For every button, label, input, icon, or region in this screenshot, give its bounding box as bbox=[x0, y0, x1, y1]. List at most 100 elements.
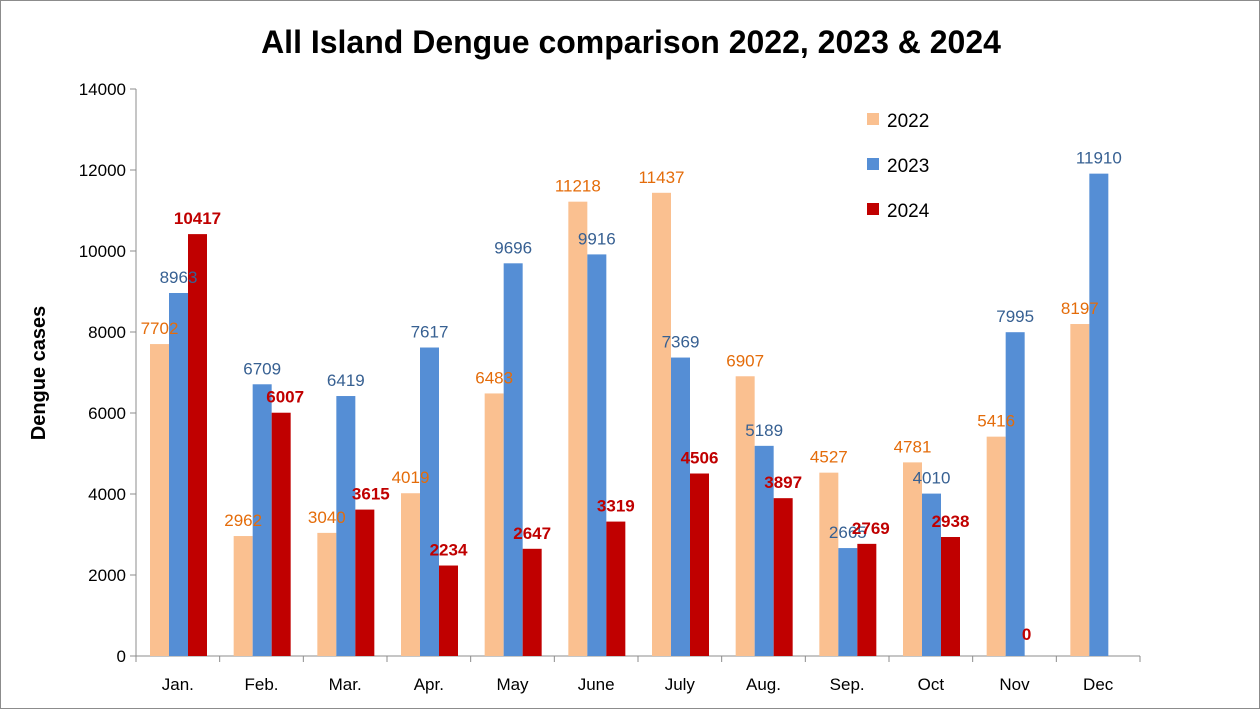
data-label-2022: 11437 bbox=[638, 168, 684, 187]
bar-2024-mar bbox=[355, 509, 375, 656]
data-label-2023: 6709 bbox=[243, 359, 281, 378]
data-label-2024: 2769 bbox=[852, 519, 890, 538]
x-tick-label: Jan. bbox=[162, 675, 194, 694]
x-tick-label: May bbox=[496, 675, 529, 694]
data-label-2023: 5189 bbox=[745, 421, 783, 440]
data-label-2022: 5416 bbox=[977, 412, 1015, 431]
bar-2022-feb bbox=[233, 536, 253, 656]
data-label-2024: 2234 bbox=[430, 541, 468, 560]
data-label-2022: 11218 bbox=[555, 177, 601, 196]
data-label-2024: 2647 bbox=[513, 524, 551, 543]
legend-label-2022: 2022 bbox=[887, 111, 929, 132]
x-tick-label: Feb. bbox=[244, 675, 278, 694]
data-label-2023: 6419 bbox=[327, 371, 365, 390]
y-tick-label: 6000 bbox=[88, 404, 126, 423]
data-label-2024: 3897 bbox=[764, 473, 802, 492]
data-label-2022: 4019 bbox=[392, 468, 430, 487]
x-tick-label: Mar. bbox=[329, 675, 362, 694]
data-label-2022: 4527 bbox=[810, 448, 848, 467]
bar-2024-aug bbox=[773, 498, 793, 656]
bar-2023-may bbox=[503, 263, 523, 656]
data-label-2022: 4781 bbox=[894, 437, 932, 456]
legend-swatch-2023 bbox=[867, 158, 879, 170]
x-tick-label: June bbox=[578, 675, 615, 694]
x-tick-label: Aug. bbox=[746, 675, 781, 694]
x-tick-label: Oct bbox=[918, 675, 945, 694]
legend-label-2023: 2023 bbox=[887, 156, 929, 177]
y-tick-label: 12000 bbox=[79, 161, 126, 180]
data-label-2022: 8197 bbox=[1061, 299, 1099, 318]
data-label-2023: 7369 bbox=[662, 333, 700, 352]
y-tick-label: 14000 bbox=[79, 80, 126, 99]
y-tick-label: 0 bbox=[117, 647, 126, 666]
bar-2022-oct bbox=[903, 462, 922, 656]
data-label-2022: 2962 bbox=[224, 511, 262, 530]
bar-2022-may bbox=[484, 393, 504, 656]
bar-2022-jan bbox=[150, 344, 169, 656]
y-tick-label: 2000 bbox=[88, 566, 126, 585]
x-tick-label: Apr. bbox=[414, 675, 444, 694]
bar-2023-feb bbox=[252, 384, 272, 656]
bar-2023-oct bbox=[922, 493, 941, 656]
bar-2023-july bbox=[671, 357, 690, 656]
bar-2024-jan bbox=[188, 234, 207, 656]
data-label-2024: 0 bbox=[1022, 625, 1031, 644]
data-label-2023: 2665 bbox=[829, 523, 867, 542]
bar-2022-aug bbox=[735, 376, 755, 656]
data-label-2023: 7995 bbox=[996, 307, 1034, 326]
bar-2024-june bbox=[606, 521, 626, 656]
data-label-2024: 3615 bbox=[352, 485, 390, 504]
data-label-2024: 3319 bbox=[597, 497, 635, 516]
bar-2023-jan bbox=[169, 292, 188, 656]
bar-2023-aug bbox=[754, 445, 774, 656]
bar-2022-sep bbox=[819, 472, 839, 656]
data-label-2023: 7617 bbox=[411, 323, 449, 342]
y-tick-label: 4000 bbox=[88, 485, 126, 504]
x-tick-label: Sep. bbox=[830, 675, 865, 694]
bar-2024-oct bbox=[941, 537, 960, 656]
data-label-2024: 2938 bbox=[932, 512, 970, 531]
data-label-2023: 8963 bbox=[160, 268, 198, 287]
y-tick-label: 10000 bbox=[79, 242, 126, 261]
chart-title: All Island Dengue comparison 2022, 2023 … bbox=[261, 24, 1001, 60]
x-tick-label: Dec bbox=[1083, 675, 1114, 694]
bar-2022-july bbox=[652, 192, 671, 656]
bar-2024-feb bbox=[271, 412, 291, 656]
legend-label-2024: 2024 bbox=[887, 201, 930, 222]
bar-2022-mar bbox=[317, 532, 337, 656]
data-label-2023: 4010 bbox=[913, 469, 951, 488]
bar-2024-may bbox=[522, 548, 542, 656]
bar-2023-june bbox=[587, 254, 607, 657]
bar-2023-nov bbox=[1005, 332, 1025, 656]
bar-2023-dec bbox=[1089, 173, 1109, 656]
bar-2023-apr bbox=[420, 347, 439, 656]
data-label-2022: 6907 bbox=[726, 351, 764, 370]
data-label-2023: 9696 bbox=[494, 238, 532, 257]
data-label-2022: 6483 bbox=[475, 368, 513, 387]
data-label-2024: 6007 bbox=[266, 388, 304, 407]
x-tick-label: July bbox=[665, 675, 696, 694]
bar-2022-nov bbox=[986, 436, 1006, 656]
bar-2024-july bbox=[690, 473, 709, 656]
bar-2024-sep bbox=[857, 543, 877, 656]
y-tick-label: 8000 bbox=[88, 323, 126, 342]
data-label-2022: 7702 bbox=[141, 319, 179, 338]
y-axis: 0 2000 4000 6000 8000 10000 12000 14000 bbox=[79, 80, 137, 666]
y-axis-title: Dengue cases bbox=[28, 306, 50, 441]
data-label-2024: 4506 bbox=[681, 449, 719, 468]
bar-2023-sep bbox=[838, 548, 858, 656]
bar-2024-apr bbox=[439, 565, 458, 656]
legend-swatch-2022 bbox=[867, 113, 879, 125]
x-tick-label: Nov bbox=[999, 675, 1030, 694]
bar-2022-dec bbox=[1070, 324, 1090, 656]
legend: 2022 2023 2024 bbox=[867, 111, 930, 222]
data-label-2022: 3040 bbox=[308, 508, 346, 527]
data-label-2024: 10417 bbox=[174, 209, 221, 228]
legend-swatch-2024 bbox=[867, 203, 879, 215]
x-axis: Jan. Feb. Mar. Apr. May June July Aug. Sep. Oct No… bbox=[135, 655, 1141, 694]
bar-2022-june bbox=[568, 201, 588, 656]
data-labels: 7702 2962 3040 4019 6483 11218 11437 6907 4527 47… bbox=[141, 149, 1122, 644]
data-label-2023: 11910 bbox=[1076, 149, 1122, 168]
